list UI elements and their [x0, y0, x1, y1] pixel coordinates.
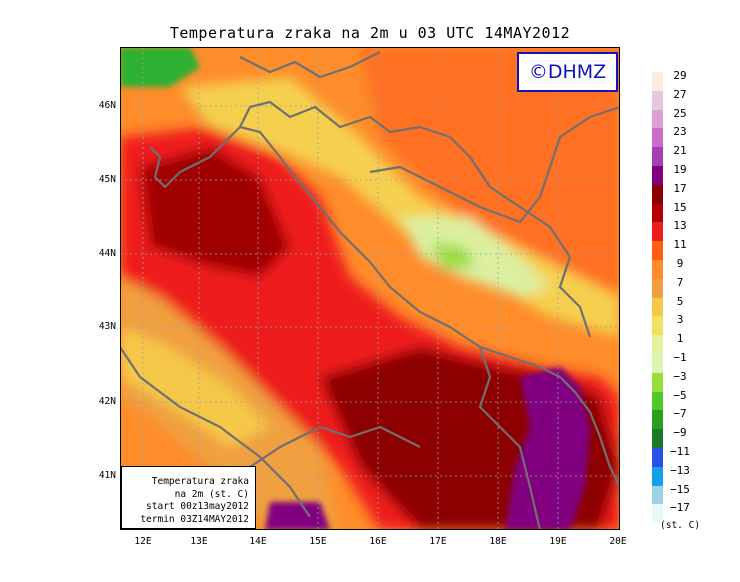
lat-label: 44N — [98, 248, 116, 259]
colorbar-swatch — [652, 128, 663, 148]
colorbar-swatch — [652, 372, 663, 392]
lat-label: 41N — [98, 470, 116, 481]
colorbar-swatch — [652, 429, 663, 448]
colorbar-swatch — [652, 466, 663, 486]
info-line-2: na 2m (st. C) — [174, 488, 249, 500]
lon-label: 17E — [429, 536, 447, 547]
colorbar-swatch — [652, 90, 663, 110]
colorbar-swatch — [652, 278, 663, 298]
lon-label: 18E — [489, 536, 507, 547]
colorbar-label: −7 — [673, 407, 687, 421]
colorbar-label: 7 — [676, 275, 684, 289]
colorbar-swatch — [652, 147, 663, 166]
lat-label: 46N — [98, 100, 116, 111]
lon-label: 13E — [190, 536, 208, 547]
info-line-4: termin 03Z14MAY2012 — [140, 513, 249, 525]
colorbar-label: 27 — [673, 87, 687, 101]
colorbar-label: 5 — [676, 294, 684, 308]
lat-label: 42N — [98, 396, 116, 407]
zone-light-green — [400, 217, 550, 297]
colorbar-swatch — [652, 166, 663, 185]
colorbar-label: 25 — [673, 106, 687, 120]
info-line-3: start 00z13may2012 — [146, 501, 249, 512]
colorbar-swatch — [652, 391, 663, 411]
zone-purple — [505, 367, 590, 530]
colorbar-swatch — [652, 222, 663, 242]
lon-label: 19E — [549, 536, 567, 547]
colorbar-label: 13 — [673, 219, 687, 233]
colorbar-swatch — [652, 109, 663, 129]
zone-coast-yellow — [120, 327, 270, 447]
map-title: Temperatura zraka na 2m u 03 UTC 14MAY20… — [169, 24, 571, 42]
lon-label: 20E — [609, 536, 627, 547]
grid-lines — [120, 47, 620, 530]
lon-label: 15E — [309, 536, 327, 547]
colorbar-label: 15 — [673, 200, 687, 214]
colorbar-label: 23 — [673, 125, 687, 139]
temperature-map — [120, 47, 620, 530]
colorbar-label: 1 — [676, 332, 684, 346]
lon-label: 14E — [249, 536, 267, 547]
colorbar-label: −13 — [670, 463, 690, 477]
colorbar-label: −5 — [673, 388, 687, 402]
colorbar-swatch — [652, 485, 663, 505]
zone-purple-small — [265, 502, 330, 530]
colorbar-swatch — [652, 504, 663, 524]
dhmz-logo: ©DHMZ — [517, 52, 618, 92]
colorbar-label: 11 — [673, 238, 687, 252]
zone-dark-red-north — [140, 147, 290, 277]
map-frame — [120, 47, 620, 530]
colorbar-swatch — [652, 203, 663, 223]
colorbar-swatch — [652, 410, 663, 430]
colorbar-label: −1 — [673, 351, 687, 364]
colorbar-swatch — [652, 448, 663, 467]
colorbar-label: 3 — [676, 313, 684, 327]
colorbar-label: −3 — [673, 369, 687, 383]
zone-green-spot — [430, 242, 475, 269]
colorbar-swatch — [652, 354, 663, 373]
colorbar-swatch — [652, 297, 663, 317]
colorbar-label: −11 — [670, 445, 690, 458]
colorbar-swatch — [652, 335, 663, 354]
colorbar-swatch — [652, 316, 663, 336]
colorbar-label: −9 — [673, 426, 687, 440]
lat-label: 45N — [98, 174, 116, 185]
colorbar-label: 29 — [673, 69, 687, 82]
lon-label: 12E — [134, 536, 152, 547]
country-borders — [120, 51, 620, 530]
colorbar-swatch — [652, 241, 663, 260]
colorbar-label: 9 — [676, 257, 684, 270]
lon-label: 16E — [369, 536, 387, 547]
colorbar-label: −17 — [670, 501, 690, 515]
colorbar-swatch — [652, 260, 663, 279]
colorbar-label: 19 — [673, 163, 687, 176]
colorbar-label: 17 — [673, 181, 687, 195]
colorbar-swatch — [652, 184, 663, 204]
zone-green-corner — [120, 47, 200, 87]
lat-label: 43N — [98, 321, 116, 332]
colorbar-swatch — [652, 72, 663, 91]
info-line-1: Temperatura zraka — [151, 476, 249, 487]
colorbar-label: −15 — [670, 482, 690, 496]
colorbar-label: 21 — [673, 144, 687, 158]
info-box: Temperatura zraka na 2m (st. C) start 00… — [121, 466, 256, 529]
colorbar-unit: (st. C) — [660, 520, 701, 531]
